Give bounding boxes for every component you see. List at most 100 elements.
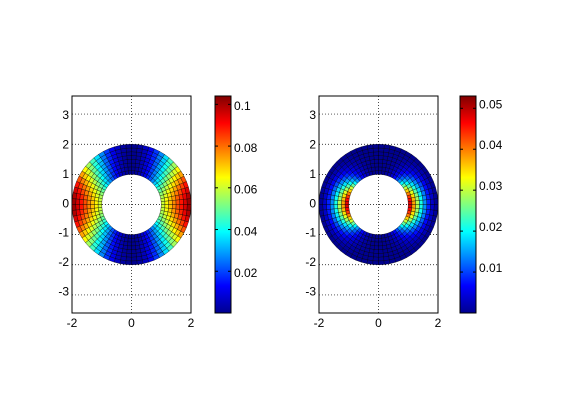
heatmap-cell bbox=[373, 245, 379, 250]
heatmap-cell bbox=[136, 259, 144, 265]
heatmap-cell bbox=[131, 155, 137, 160]
heatmap-cell bbox=[79, 199, 84, 205]
heatmap-cell bbox=[131, 162, 136, 168]
y-tick-label: -2 bbox=[305, 255, 316, 269]
heatmap-cell bbox=[433, 209, 438, 217]
heatmap-cell bbox=[126, 159, 132, 164]
y-tick-label: 3 bbox=[62, 108, 69, 122]
heatmap-cell bbox=[322, 204, 327, 211]
heatmap-cell bbox=[381, 166, 386, 172]
heatmap-cell bbox=[131, 147, 138, 153]
heatmap-cell bbox=[131, 166, 136, 171]
heatmap-cell bbox=[407, 204, 413, 209]
heatmap-cell bbox=[86, 204, 91, 210]
heatmap-cell bbox=[415, 204, 420, 209]
y-tick-label: 0 bbox=[309, 196, 316, 210]
heatmap-cell bbox=[75, 198, 80, 205]
colorbar-tick-label: 0.05 bbox=[479, 97, 503, 111]
heatmap-cell bbox=[329, 204, 335, 210]
heatmap-cell bbox=[383, 259, 391, 265]
x-tick-label: 2 bbox=[188, 316, 195, 330]
heatmap-cell bbox=[372, 147, 379, 153]
heatmap-cell bbox=[97, 197, 103, 202]
heatmap-cell bbox=[127, 241, 132, 247]
heatmap-cell bbox=[378, 155, 384, 160]
xticks-right: -2 0 2 bbox=[314, 316, 442, 330]
heatmap-cell bbox=[160, 207, 166, 212]
heatmap-cell bbox=[131, 241, 136, 247]
heatmap-cell bbox=[433, 198, 439, 205]
y-tick-label: -2 bbox=[58, 255, 69, 269]
heatmap-cell bbox=[126, 155, 132, 160]
heatmap-cell bbox=[183, 198, 188, 205]
heatmap-cell bbox=[378, 162, 383, 168]
heatmap-cell bbox=[433, 204, 439, 211]
heatmap-cell bbox=[97, 200, 103, 205]
heatmap-cell bbox=[372, 260, 379, 265]
heatmap-cell bbox=[344, 197, 350, 202]
heatmap-cell bbox=[374, 238, 379, 243]
heatmap-cell bbox=[125, 256, 132, 262]
heatmap-cell bbox=[378, 260, 385, 265]
heatmap-cell bbox=[341, 204, 346, 209]
heatmap-cell bbox=[378, 256, 385, 262]
heatmap-cell bbox=[326, 204, 331, 210]
heatmap-cell bbox=[378, 166, 383, 171]
y-tick-label: 0 bbox=[62, 196, 69, 210]
heatmap-cell bbox=[319, 209, 324, 217]
x-tick-label: -2 bbox=[67, 316, 78, 330]
heatmap-cell bbox=[119, 144, 127, 150]
colorbar-tick-label: 0.01 bbox=[479, 261, 503, 275]
colorbar-tick-label: 0.03 bbox=[479, 179, 503, 193]
heatmap-cell bbox=[131, 238, 136, 243]
heatmap-cell bbox=[333, 199, 338, 205]
colorbar-tick-label: 0.02 bbox=[234, 266, 258, 280]
heatmap-cell bbox=[373, 151, 379, 156]
y-tick-label: -3 bbox=[58, 285, 69, 299]
heatmap-cell bbox=[131, 256, 138, 262]
heatmap-cell bbox=[72, 209, 77, 217]
heatmap-cell bbox=[378, 159, 384, 164]
heatmap-cell bbox=[125, 147, 132, 153]
colorbar-tick-label: 0.1 bbox=[234, 99, 251, 113]
heatmap-cell bbox=[378, 245, 384, 250]
heatmap-cell bbox=[337, 200, 342, 205]
heatmap-cell bbox=[378, 147, 385, 153]
heatmap-cell bbox=[131, 159, 137, 164]
heatmap-cell bbox=[94, 200, 99, 205]
heatmap-cell bbox=[127, 162, 132, 168]
heatmap-cell bbox=[426, 199, 431, 205]
colorbar-ticks-left: 0.1 0.08 0.06 0.04 0.02 bbox=[234, 99, 258, 280]
y-tick-label: 1 bbox=[309, 167, 316, 181]
xticks-left: -2 0 2 bbox=[67, 316, 195, 330]
x-tick-label: 2 bbox=[435, 316, 442, 330]
heatmap-cell bbox=[372, 256, 379, 262]
y-tick-label: 2 bbox=[62, 137, 69, 151]
heatmap-cell bbox=[422, 199, 428, 205]
heatmap-cell bbox=[131, 151, 137, 156]
heatmap-cell bbox=[136, 144, 144, 150]
heatmap-cell bbox=[378, 234, 382, 239]
colorbar-tickmarks-left bbox=[215, 103, 231, 272]
heatmap-cell bbox=[422, 204, 428, 210]
heatmap-cell bbox=[186, 192, 191, 200]
annulus-left bbox=[71, 144, 192, 265]
colorbar-tick-label: 0.04 bbox=[234, 224, 258, 238]
heatmap-cell bbox=[407, 200, 413, 205]
heatmap-cell bbox=[160, 204, 166, 209]
colorbar-left bbox=[214, 95, 232, 314]
y-tick-label: -3 bbox=[305, 285, 316, 299]
colorbar-tick-label: 0.08 bbox=[234, 141, 258, 155]
heatmap-cell bbox=[373, 249, 379, 254]
colorbar-right bbox=[459, 95, 477, 314]
heatmap-cell bbox=[411, 204, 416, 209]
heatmap-cell bbox=[433, 192, 438, 200]
heatmap-cell bbox=[430, 204, 435, 211]
heatmap-cell bbox=[128, 234, 132, 239]
heatmap-cell bbox=[82, 199, 88, 205]
heatmap-cell bbox=[322, 198, 327, 205]
colorbar-ticks-right: 0.05 0.04 0.03 0.02 0.01 bbox=[479, 97, 503, 275]
heatmap-cell bbox=[126, 245, 132, 250]
heatmap-cell bbox=[172, 199, 177, 205]
